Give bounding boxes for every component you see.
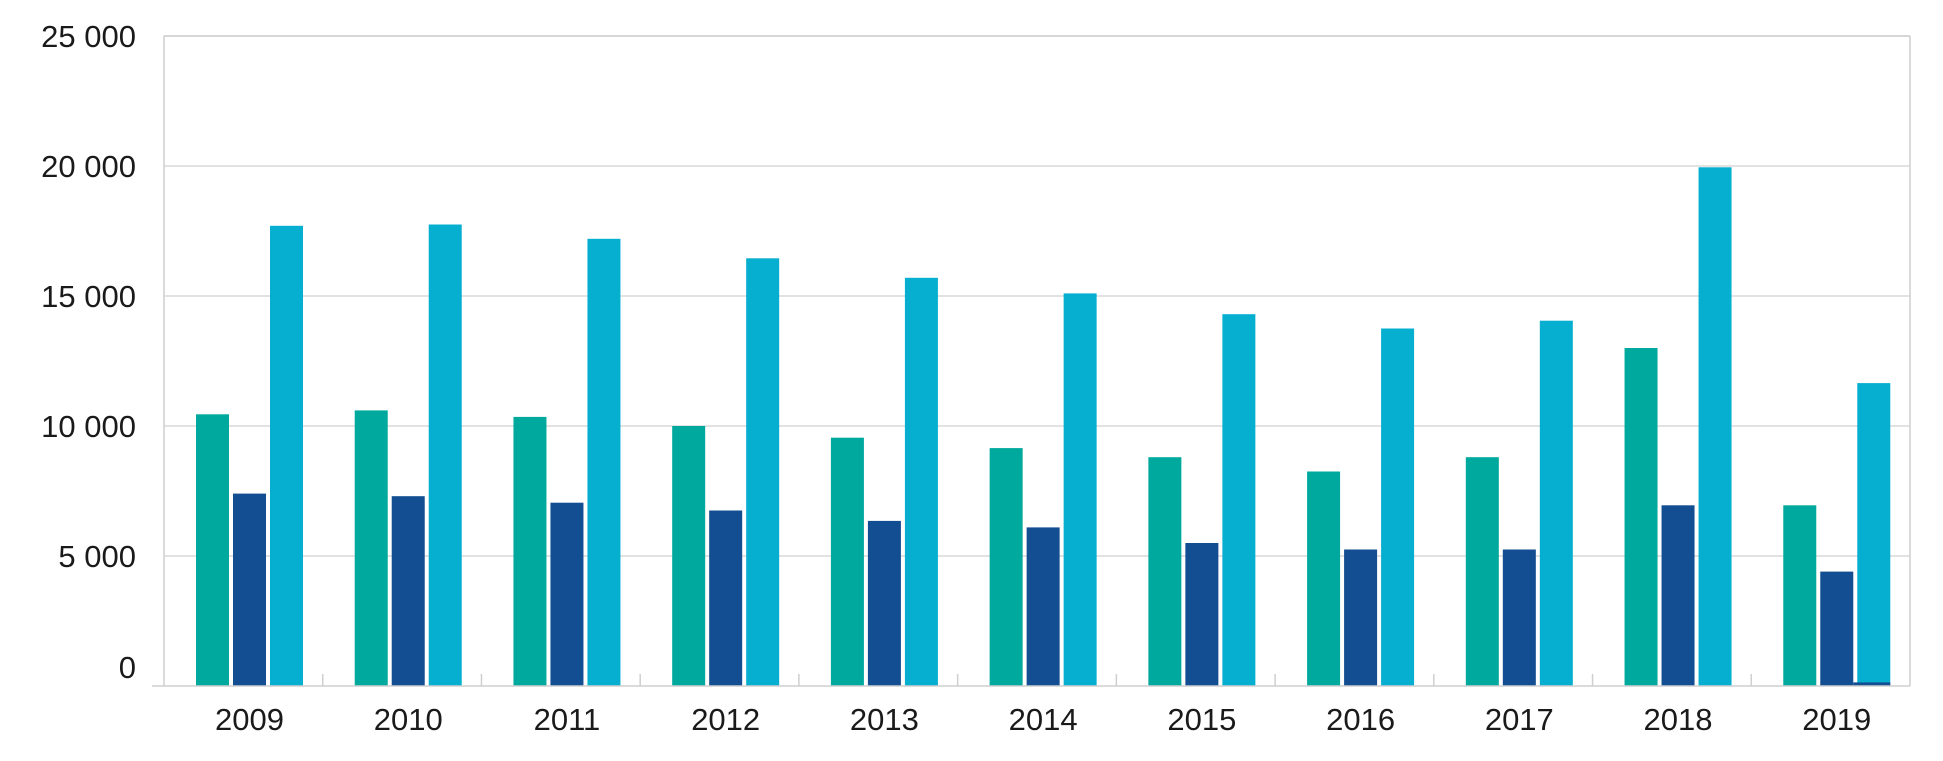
bar-2017-series-3	[1539, 320, 1573, 686]
y-tick-label: 10 000	[41, 409, 136, 444]
y-tick-label: 5 000	[58, 539, 136, 574]
bar-2015-series-2	[1185, 543, 1219, 686]
bar-2012-series-1	[672, 426, 706, 686]
bar-2014-series-2	[1026, 527, 1060, 686]
bar-2010-series-2	[391, 496, 425, 686]
y-tick-label: 25 000	[41, 19, 136, 54]
bar-2016-series-1	[1307, 471, 1341, 686]
x-tick-label: 2013	[850, 702, 919, 737]
bar-2011-series-1	[513, 416, 547, 686]
bar-2018-series-1	[1624, 348, 1658, 686]
bar-2009-series-1	[196, 414, 229, 686]
x-tick-label: 2017	[1485, 702, 1554, 737]
bar-2011-series-3	[587, 238, 621, 687]
bar-2014-series-1	[989, 448, 1023, 686]
bars	[196, 167, 1891, 687]
bar-2018-series-2	[1661, 505, 1695, 686]
bar-2015-series-3	[1222, 314, 1256, 686]
bar-2010-series-1	[354, 410, 388, 686]
x-tick-label: 2012	[691, 702, 760, 737]
bar-2013-series-2	[867, 520, 901, 686]
x-tick-label: 2016	[1326, 702, 1395, 737]
y-tick-label: 0	[119, 650, 136, 685]
y-tick-label: 20 000	[41, 149, 136, 184]
bar-2018-series-3	[1698, 167, 1732, 687]
y-axis-labels: 0 5 000 10 000 15 000 20 000 25 000	[41, 19, 136, 685]
bar-2013-series-1	[830, 437, 864, 686]
bar-2017-series-2	[1502, 549, 1536, 686]
bar-2013-series-3	[904, 277, 938, 686]
x-tick-label: 2009	[215, 702, 284, 737]
plot-frame	[152, 35, 1911, 687]
bar-2019-series-3	[1857, 383, 1891, 686]
x-tick-label: 2011	[534, 702, 601, 737]
x-tick-label: 2010	[374, 702, 443, 737]
bar-2015-series-1	[1148, 457, 1182, 686]
x-tick-label: 2014	[1009, 702, 1078, 737]
bar-2014-series-3	[1063, 293, 1097, 686]
bar-2009-series-3	[270, 225, 303, 687]
bar-2019-series-2	[1820, 571, 1854, 686]
x-tick-label: 2018	[1644, 702, 1713, 737]
bar-2012-series-2	[709, 510, 743, 686]
bar-2012-series-3	[746, 258, 780, 686]
y-tick-label: 15 000	[41, 279, 136, 314]
x-tick-label: 2015	[1167, 702, 1236, 737]
extra-mark-2019	[1853, 682, 1891, 686]
bar-2017-series-1	[1465, 457, 1499, 686]
bar-2016-series-2	[1344, 549, 1378, 686]
bar-2011-series-2	[550, 502, 584, 686]
bar-2010-series-3	[428, 224, 462, 686]
x-tick-label: 2019	[1802, 702, 1871, 737]
bar-2016-series-3	[1381, 328, 1415, 686]
bar-2019-series-1	[1783, 505, 1817, 686]
x-axis-labels: 2009 2010 2011 2012 2013 2014 2015 2016 2017 2018…	[215, 702, 1871, 737]
bar-2009-series-2	[233, 493, 266, 686]
